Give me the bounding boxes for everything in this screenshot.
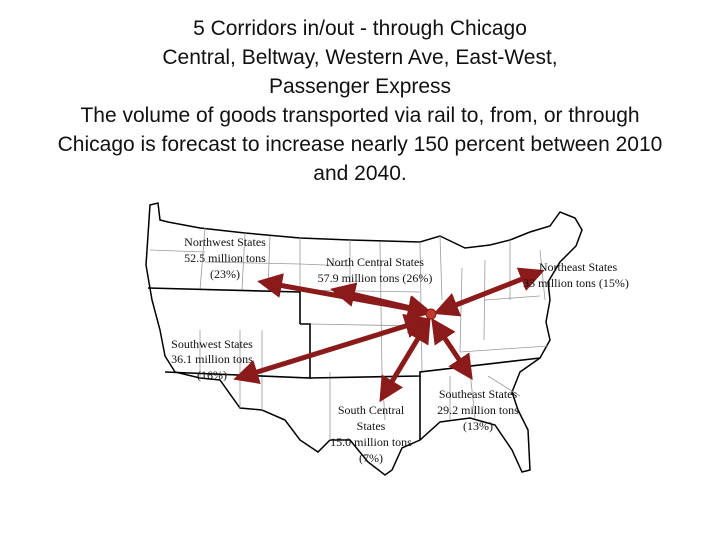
southeast-name: Southeast States bbox=[439, 387, 518, 401]
label-northeast: Northeast States 33 million tons (15%) bbox=[523, 260, 629, 290]
label-southeast: Southeast States 29.2 million tons (13%) bbox=[437, 387, 519, 433]
southwest-share: (16%) bbox=[197, 368, 227, 382]
south-central-name: South Central bbox=[338, 403, 405, 417]
label-northwest: Northwest States 52.5 million tons (23%) bbox=[184, 235, 266, 281]
southeast-share: (13%) bbox=[463, 419, 493, 433]
southeast-tons: 29.2 million tons bbox=[437, 403, 519, 417]
northeast-name: Northeast States bbox=[539, 260, 618, 274]
southwest-tons: 36.1 million tons bbox=[171, 352, 253, 366]
northwest-name: Northwest States bbox=[184, 235, 266, 249]
title-line-3: Passenger Express bbox=[268, 75, 452, 98]
north-central-tons: 57.9 million tons (26%) bbox=[318, 271, 433, 285]
label-southwest: Southwest States 36.1 million tons (16%) bbox=[171, 337, 253, 382]
arrow-south-central bbox=[379, 317, 431, 403]
label-south-central: South Central States 15.0 million tons (… bbox=[330, 403, 412, 465]
title-line-4: The volume of goods transported via rail… bbox=[80, 104, 640, 127]
arrow-southeast bbox=[431, 317, 473, 381]
label-north-central: North Central States 57.9 million tons (… bbox=[318, 255, 433, 285]
southwest-name: Southwest States bbox=[171, 337, 253, 351]
chicago-hub-marker bbox=[425, 308, 437, 320]
south-central-name-2: States bbox=[357, 419, 386, 433]
south-central-tons: 15.0 million tons bbox=[330, 435, 412, 449]
title-line-5: Chicago is forecast to increase nearly 1… bbox=[57, 133, 663, 156]
north-central-name: North Central States bbox=[326, 255, 424, 269]
northwest-tons: 52.5 million tons bbox=[184, 251, 266, 265]
northeast-tons: 33 million tons (15%) bbox=[523, 276, 629, 290]
corridor-arrows bbox=[233, 267, 545, 403]
northwest-share: (23%) bbox=[210, 267, 240, 281]
title-line-1: 5 Corridors in/out - through Chicago bbox=[193, 17, 527, 40]
title-line-2: Central, Beltway, Western Ave, East-West… bbox=[162, 46, 558, 69]
arrow-northeast bbox=[433, 267, 545, 317]
slide-title: 5 Corridors in/out - through Chicago Cen… bbox=[20, 14, 700, 188]
title-line-6: and 2040. bbox=[313, 162, 407, 185]
south-central-share: (7%) bbox=[359, 451, 383, 465]
arrow-north-central bbox=[330, 282, 433, 320]
